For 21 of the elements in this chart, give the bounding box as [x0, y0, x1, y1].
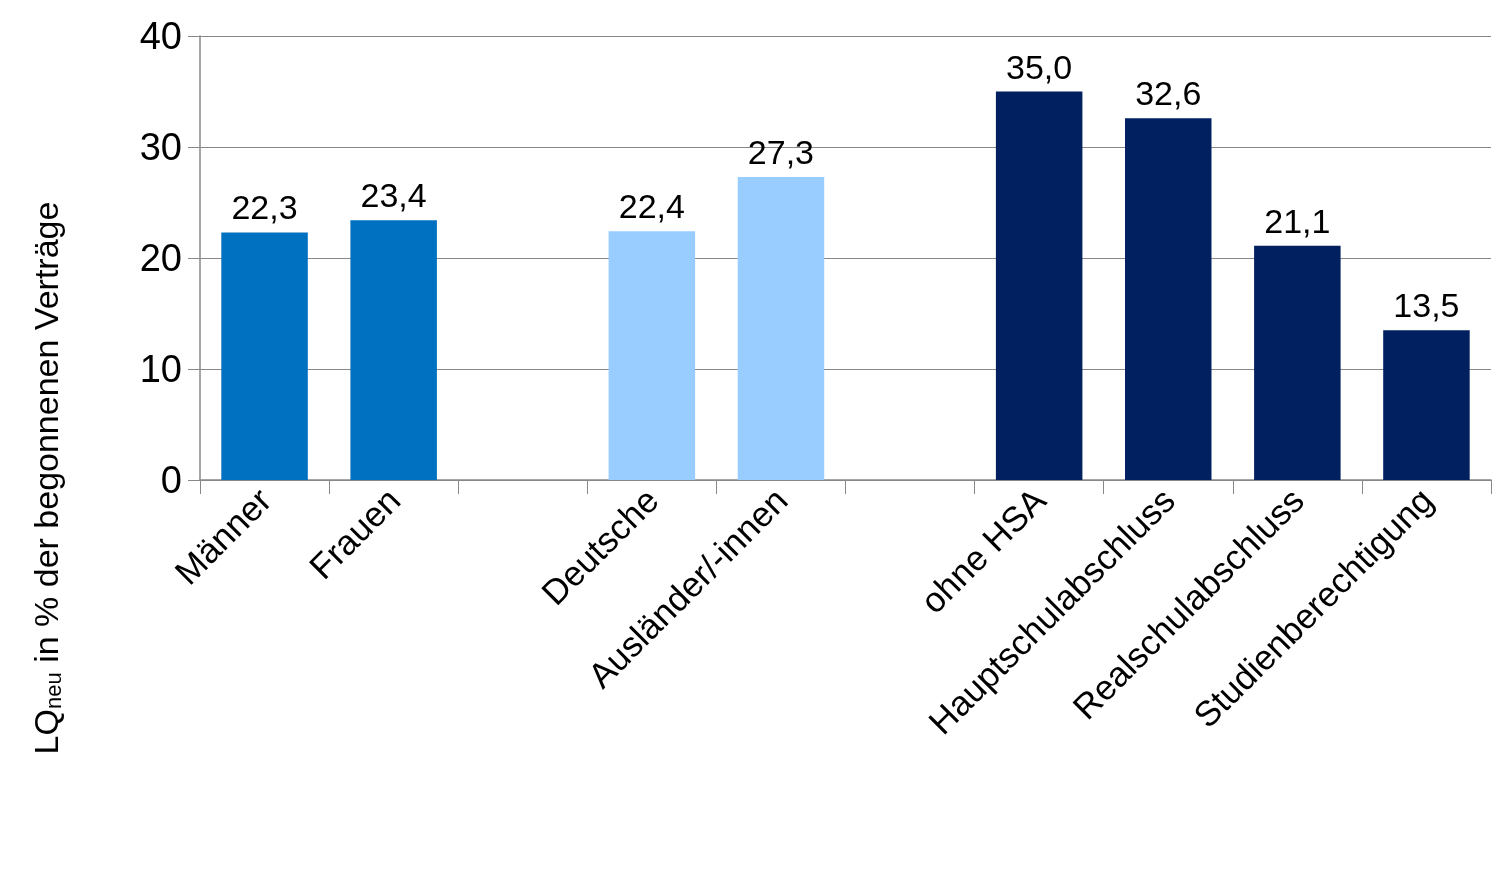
bar [221, 232, 308, 480]
bar [1383, 330, 1470, 480]
bar [737, 176, 825, 480]
data-label: 27,3 [747, 132, 815, 171]
bar [995, 91, 1083, 480]
data-label: 23,4 [360, 176, 427, 215]
y-tick-label: 10 [139, 348, 182, 390]
bar [608, 231, 696, 480]
y-tick-label: 40 [139, 15, 182, 57]
data-label: 32,6 [1135, 74, 1202, 113]
y-tick-label: 20 [139, 237, 182, 279]
y-axis-title: LQneu in % der begonnenen Verträge [27, 201, 66, 755]
data-label: 35,0 [1006, 47, 1073, 86]
bar [1254, 245, 1341, 480]
bar [350, 220, 437, 480]
data-label: 21,1 [1264, 201, 1331, 240]
y-tick-label: 30 [139, 126, 182, 168]
data-label: 22,4 [618, 187, 685, 226]
bar [1125, 118, 1212, 480]
data-label: 22,3 [231, 188, 298, 227]
data-label: 13,5 [1393, 286, 1460, 325]
